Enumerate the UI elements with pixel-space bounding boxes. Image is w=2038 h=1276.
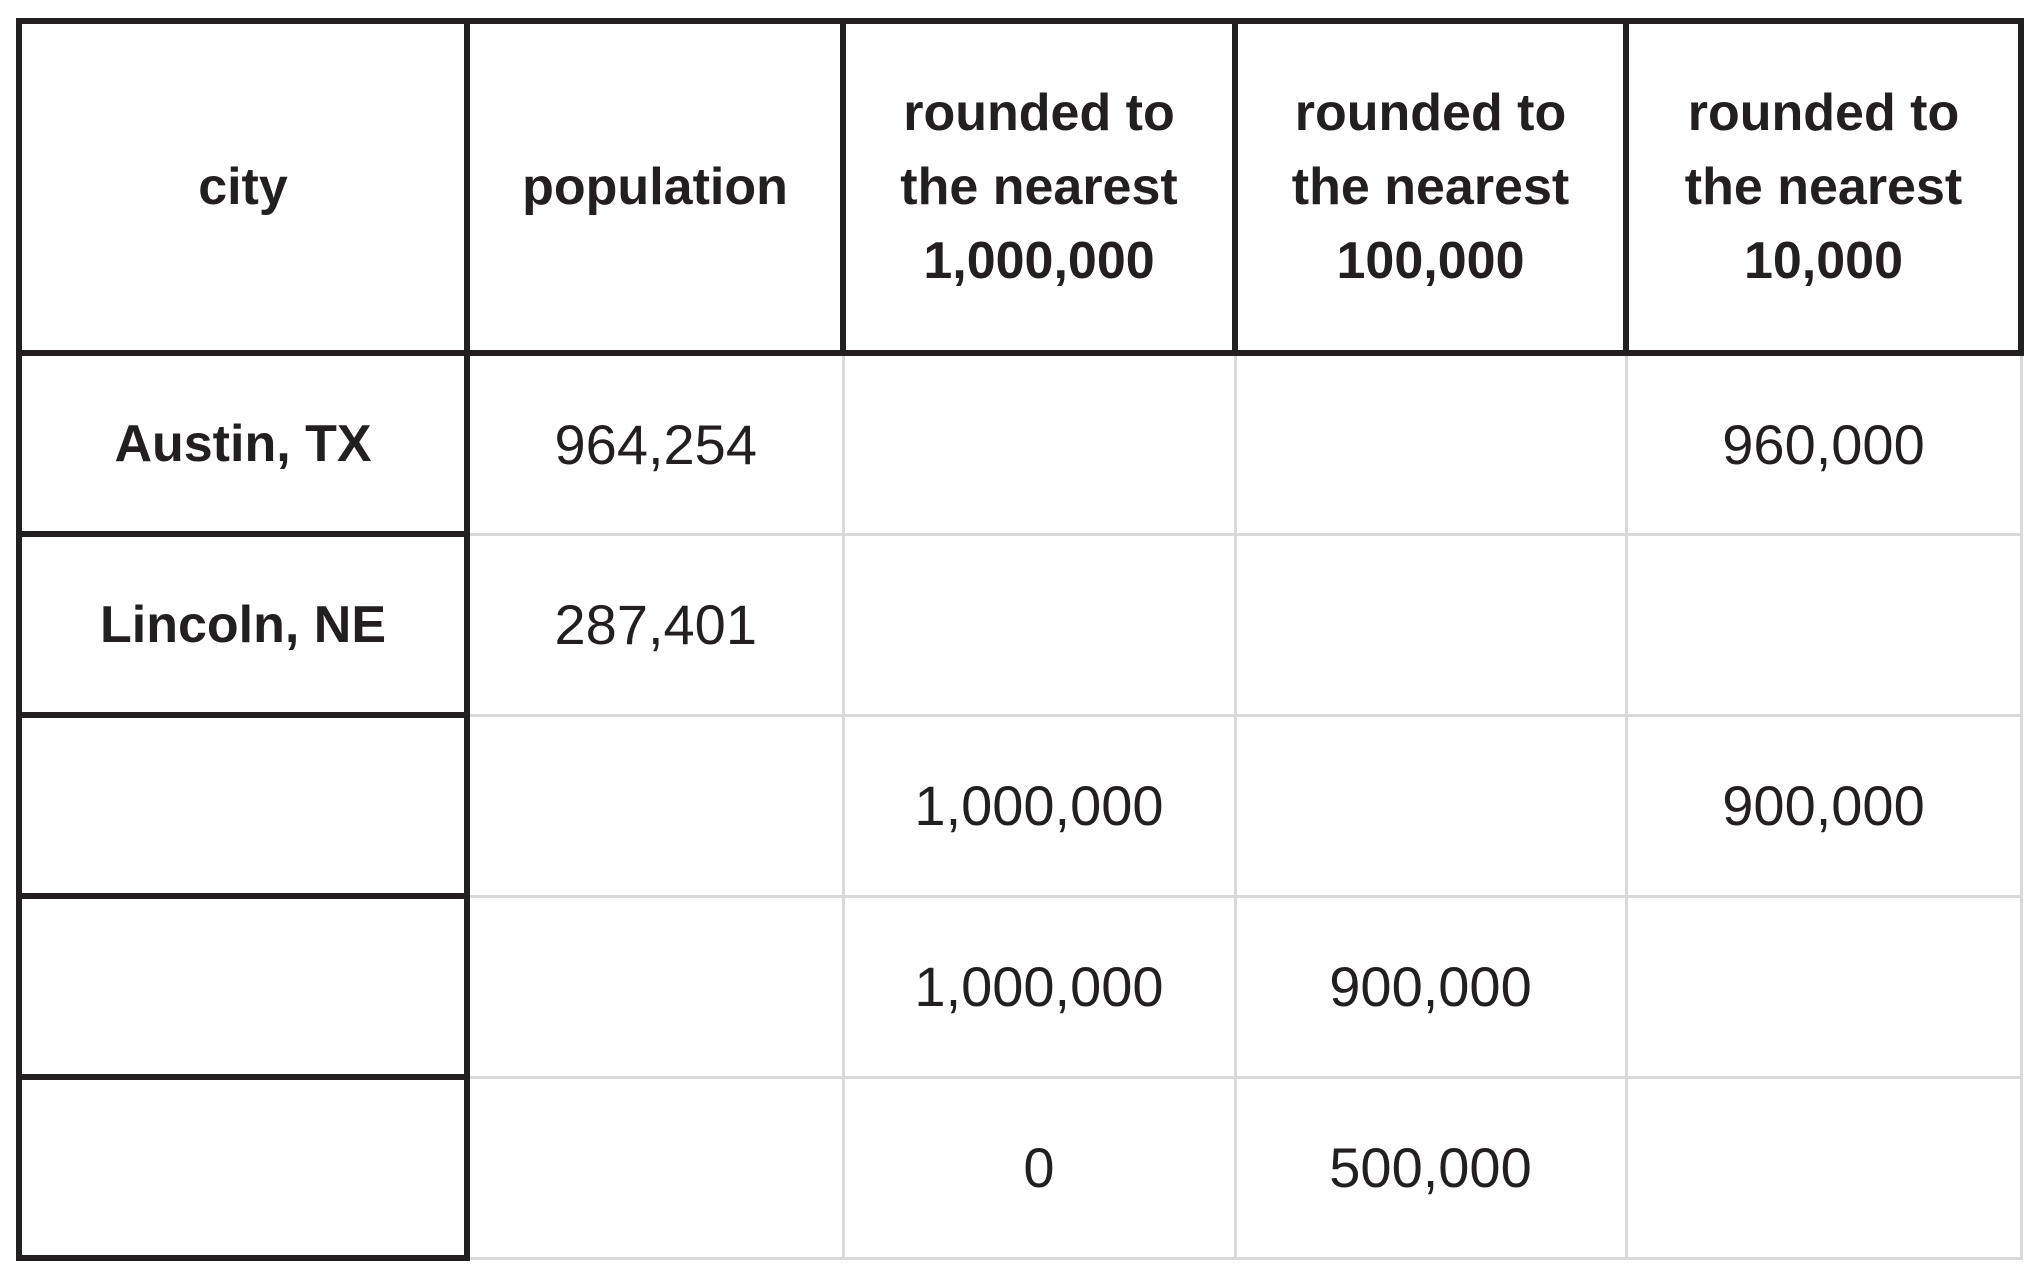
table-cell: 960,000 — [1624, 351, 2023, 536]
header-line: 1,000,000 — [923, 232, 1155, 290]
header-cell-rounded-1000000: rounded to the nearest 1,000,000 — [840, 18, 1238, 356]
table-body: Austin, TX 964,254 960,000 Lincoln, NE 2… — [16, 350, 2023, 1261]
table-cell: 900,000 — [1233, 894, 1628, 1079]
table-cell — [465, 894, 845, 1079]
header-row: city population rounded to the nearest 1… — [16, 18, 2024, 356]
table-cell: 1,000,000 — [841, 894, 1237, 1079]
header-line: 10,000 — [1743, 232, 1904, 290]
table-row: 1,000,000 900,000 — [16, 712, 2023, 899]
rounding-table: city population rounded to the nearest 1… — [16, 18, 2024, 1261]
table-cell: 0 — [841, 1075, 1237, 1260]
table-cell — [16, 1074, 470, 1261]
table-cell — [841, 351, 1237, 536]
header-line: the nearest — [1291, 158, 1570, 216]
header-line: the nearest — [900, 158, 1178, 216]
table-row: Lincoln, NE 287,401 — [16, 531, 2023, 718]
table-cell — [1233, 351, 1628, 536]
header-line: 100,000 — [1336, 232, 1525, 290]
header-line: city — [198, 158, 288, 216]
table-row: Austin, TX 964,254 960,000 — [16, 350, 2023, 537]
table-cell — [1233, 713, 1628, 898]
table-cell — [841, 532, 1237, 717]
table-cell: 900,000 — [1624, 713, 2023, 898]
table-cell — [465, 1075, 845, 1260]
header-line: rounded to — [1687, 84, 1960, 142]
header-line: rounded to — [1294, 84, 1567, 142]
table-cell: Austin, TX — [16, 350, 470, 537]
table-row: 1,000,000 900,000 — [16, 893, 2023, 1080]
table-cell: 964,254 — [465, 351, 845, 536]
table-cell — [1233, 532, 1628, 717]
table-row: 0 500,000 — [16, 1074, 2023, 1261]
table-cell — [16, 893, 470, 1080]
table-cell: 500,000 — [1233, 1075, 1628, 1260]
header-cell-city: city — [16, 18, 470, 356]
header-line: the nearest — [1684, 158, 1963, 216]
table-cell — [465, 713, 845, 898]
table-cell — [16, 712, 470, 899]
table-cell: Lincoln, NE — [16, 531, 470, 718]
table-cell — [1624, 894, 2023, 1079]
header-line: population — [522, 158, 788, 216]
table-header: city population rounded to the nearest 1… — [16, 18, 2024, 356]
header-cell-rounded-100000: rounded to the nearest 100,000 — [1232, 18, 1629, 356]
header-cell-population: population — [464, 18, 846, 356]
table-cell — [1624, 532, 2023, 717]
table-cell: 1,000,000 — [841, 713, 1237, 898]
table-cell: 287,401 — [465, 532, 845, 717]
header-line: rounded to — [903, 84, 1175, 142]
table-cell — [1624, 1075, 2023, 1260]
header-cell-rounded-10000: rounded to the nearest 10,000 — [1623, 18, 2024, 356]
